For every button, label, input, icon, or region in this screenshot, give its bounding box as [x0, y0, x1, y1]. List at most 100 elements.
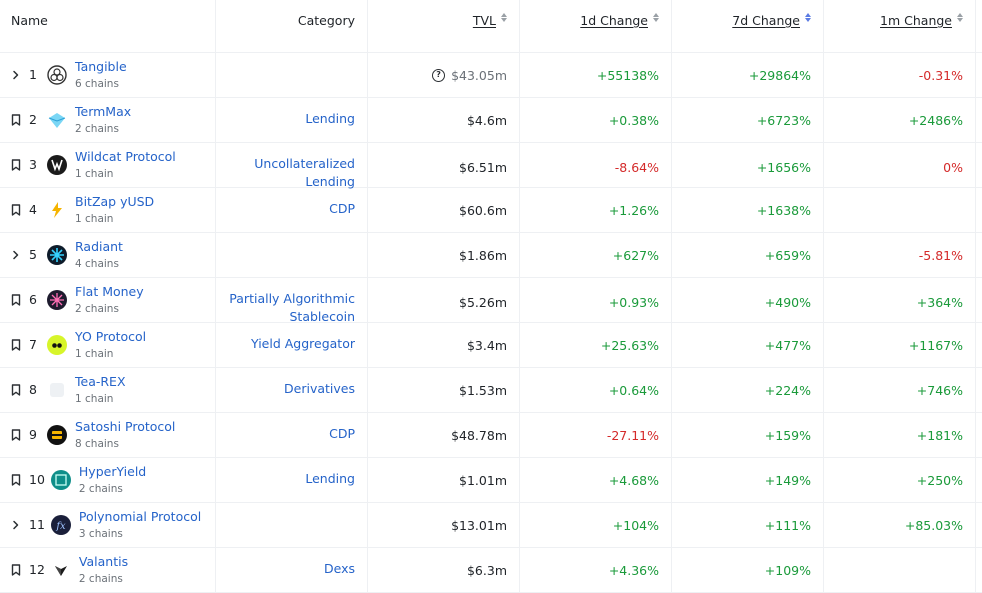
- expand-chevron-icon[interactable]: [9, 68, 23, 82]
- change-1m-cell: +746%: [824, 368, 976, 412]
- change-1m-value: +85.03%: [904, 517, 963, 533]
- change-1d-cell: -8.64%: [520, 143, 672, 191]
- table-row[interactable]: 1 Tangible 6 chains ? $43.05m +55138% +29…: [0, 53, 982, 98]
- bookmark-icon[interactable]: [9, 158, 23, 172]
- protocol-name-link[interactable]: Radiant: [75, 239, 123, 254]
- bookmark-icon[interactable]: [9, 563, 23, 577]
- table-row[interactable]: 5 Radiant 4 chains $1.86m +627% +659% -5…: [0, 233, 982, 278]
- bookmark-icon[interactable]: [9, 383, 23, 397]
- protocol-name-link[interactable]: Tangible: [75, 59, 127, 74]
- table-row[interactable]: 7 YO Protocol 1 chain Yield Aggregator $…: [0, 323, 982, 368]
- protocol-name-link[interactable]: Flat Money: [75, 284, 144, 299]
- table-row[interactable]: 4 BitZap yUSD 1 chain CDP $60.6m +1.26% …: [0, 188, 982, 233]
- sort-active-icon[interactable]: [805, 13, 811, 22]
- change-1d-cell: +104%: [520, 503, 672, 547]
- change-7d-cell: +1638%: [672, 188, 824, 232]
- protocol-name-link[interactable]: BitZap yUSD: [75, 194, 155, 209]
- change-1d-value: +4.68%: [608, 472, 659, 488]
- table-row[interactable]: 3 Wildcat Protocol 1 chain Uncollaterali…: [0, 143, 982, 191]
- category-cell: Lending: [216, 458, 368, 502]
- name-cell: 7 YO Protocol 1 chain: [0, 323, 216, 367]
- protocol-name-link[interactable]: Satoshi Protocol: [75, 419, 176, 434]
- bookmark-icon[interactable]: [9, 428, 23, 442]
- table-row[interactable]: 12 Valantis 2 chains Dexs $6.3m +4.36% +…: [0, 548, 982, 593]
- change-1m-value: +364%: [916, 294, 963, 310]
- change-1d-value: +55138%: [596, 67, 659, 83]
- tvl-value: $4.6m: [466, 112, 507, 128]
- category-link[interactable]: Derivatives: [284, 381, 355, 396]
- protocol-name-link[interactable]: HyperYield: [78, 464, 147, 479]
- protocol-name-link[interactable]: Polynomial Protocol: [78, 509, 202, 524]
- change-1d-cell: +4.36%: [520, 548, 672, 592]
- change-1m-value: 0%: [943, 159, 963, 175]
- expand-chevron-icon[interactable]: [9, 248, 23, 262]
- category-link[interactable]: CDP: [329, 201, 355, 216]
- sort-icon[interactable]: [653, 13, 659, 22]
- protocol-name-link[interactable]: Wildcat Protocol: [75, 149, 176, 164]
- header-1m-change[interactable]: 1m Change: [824, 0, 976, 52]
- header-1d-change[interactable]: 1d Change: [520, 0, 672, 52]
- change-1m-cell: +1167%: [824, 323, 976, 367]
- header-tvl[interactable]: TVL: [368, 0, 520, 52]
- category-link[interactable]: CDP: [329, 426, 355, 441]
- protocol-name-link[interactable]: Valantis: [78, 554, 129, 569]
- category-link[interactable]: Yield Aggregator: [251, 336, 355, 351]
- header-7d-change[interactable]: 7d Change: [672, 0, 824, 52]
- table-row[interactable]: 2 TermMax 2 chains Lending $4.6m +0.38% …: [0, 98, 982, 143]
- change-1m-cell: -0.31%: [824, 53, 976, 97]
- polynomial-logo: fx: [50, 515, 71, 535]
- category-link[interactable]: Lending: [305, 111, 355, 126]
- change-7d-cell: +29864%: [672, 53, 824, 97]
- header-7d-label[interactable]: 7d Change: [732, 13, 800, 28]
- category-link[interactable]: Lending: [305, 174, 355, 189]
- table-row[interactable]: 9 Satoshi Protocol 8 chains CDP $48.78m …: [0, 413, 982, 458]
- change-7d-cell: +1656%: [672, 143, 824, 191]
- category-link[interactable]: Dexs: [323, 561, 355, 576]
- bookmark-icon[interactable]: [9, 203, 23, 217]
- change-1d-value: +4.36%: [608, 562, 659, 578]
- bookmark-icon[interactable]: [9, 473, 23, 487]
- chains-count: 1 chain: [75, 168, 114, 180]
- sort-icon[interactable]: [957, 13, 963, 22]
- name-cell: 6 Flat Money 2 chains: [0, 278, 216, 326]
- protocol-name-link[interactable]: Tea-REX: [75, 374, 126, 389]
- protocol-name-link[interactable]: TermMax: [75, 104, 132, 119]
- bookmark-icon[interactable]: [9, 293, 23, 307]
- change-1d-cell: +25.63%: [520, 323, 672, 367]
- chains-count: 1 chain: [75, 348, 114, 360]
- category-link[interactable]: Uncollateralized: [254, 156, 355, 171]
- change-1d-value: +627%: [612, 247, 659, 263]
- tvl-cell: $1.01m: [368, 458, 520, 502]
- change-1m-value: +2486%: [908, 112, 963, 128]
- header-1m-label[interactable]: 1m Change: [880, 13, 952, 28]
- question-circle-icon[interactable]: ?: [432, 68, 446, 82]
- bookmark-icon[interactable]: [9, 338, 23, 352]
- table-row[interactable]: 11 fx Polynomial Protocol 3 chains $13.0…: [0, 503, 982, 548]
- tvl-value: $48.78m: [451, 427, 507, 443]
- change-1m-value: +250%: [916, 472, 963, 488]
- chains-count: 2 chains: [75, 123, 119, 135]
- tvl-value: $5.26m: [459, 294, 507, 310]
- expand-chevron-icon[interactable]: [9, 518, 23, 532]
- rank-number: 1: [29, 67, 37, 82]
- category-link[interactable]: Stablecoin: [289, 309, 355, 324]
- change-7d-cell: +6723%: [672, 98, 824, 142]
- change-7d-cell: +159%: [672, 413, 824, 457]
- header-tvl-label[interactable]: TVL: [472, 13, 496, 28]
- change-1d-value: +0.93%: [608, 294, 659, 310]
- category-link[interactable]: Partially Algorithmic: [229, 291, 355, 306]
- table-row[interactable]: 8 Tea-REX 1 chain Derivatives $1.53m +0.…: [0, 368, 982, 413]
- table-row[interactable]: 6 Flat Money 2 chains Partially Algorith…: [0, 278, 982, 326]
- change-7d-value: +1638%: [756, 202, 811, 218]
- tvl-value: $1.86m: [459, 247, 507, 263]
- change-1m-cell: [824, 188, 976, 232]
- change-7d-value: +6723%: [756, 112, 811, 128]
- change-7d-value: +149%: [764, 472, 811, 488]
- table-row[interactable]: 10 HyperYield 2 chains Lending $1.01m +4…: [0, 458, 982, 503]
- category-link[interactable]: Lending: [305, 471, 355, 486]
- header-1d-label[interactable]: 1d Change: [580, 13, 648, 28]
- protocol-name-link[interactable]: YO Protocol: [75, 329, 147, 344]
- bookmark-icon[interactable]: [9, 113, 23, 127]
- change-7d-value: +109%: [764, 562, 811, 578]
- sort-icon[interactable]: [501, 13, 507, 22]
